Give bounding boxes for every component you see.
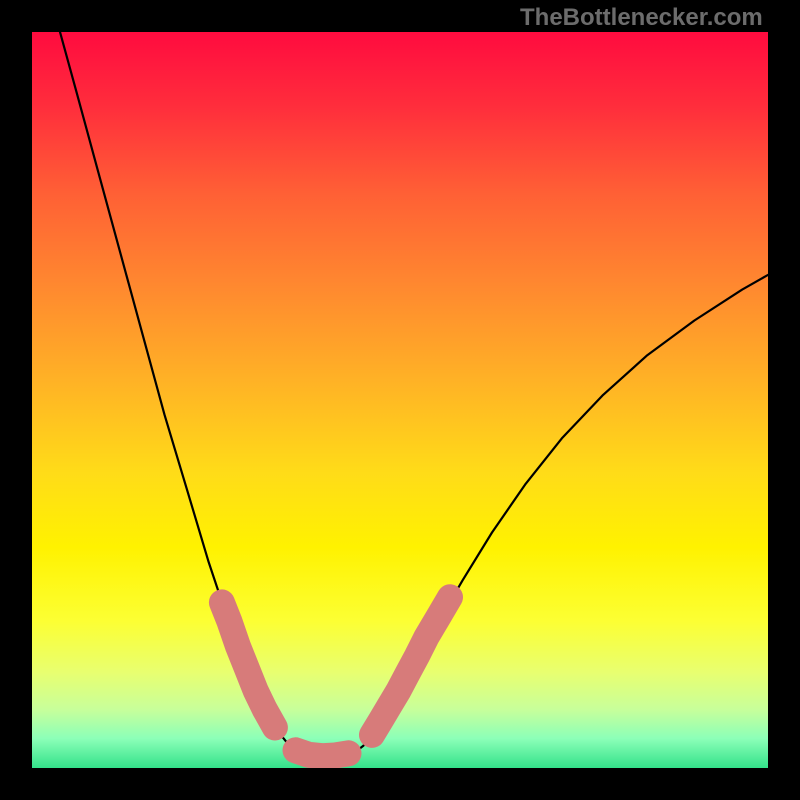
marker-band-right — [372, 597, 450, 735]
plot-area — [32, 32, 768, 768]
marker-band-valley — [296, 750, 349, 756]
curve-overlay — [32, 32, 768, 768]
marker-band-left — [222, 602, 275, 727]
canvas-root: TheBottlenecker.com — [0, 0, 800, 800]
watermark-text: TheBottlenecker.com — [520, 4, 763, 32]
